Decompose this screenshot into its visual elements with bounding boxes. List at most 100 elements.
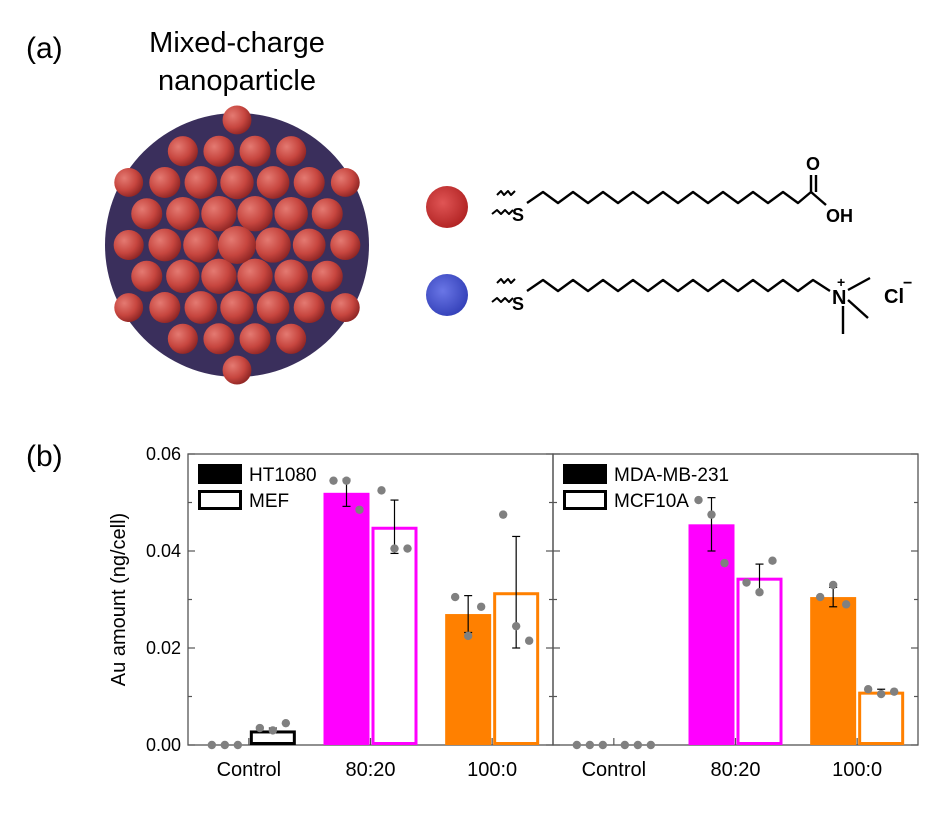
data-point-MEF: [377, 486, 386, 495]
anionic-ligand-sphere: [330, 229, 361, 261]
data-point-HT1080: [233, 740, 243, 750]
data-point-MDA-MB-231: [815, 592, 825, 602]
anionic-ligand-sphere: [239, 323, 271, 355]
anionic-ligand-sphere: [220, 165, 254, 200]
anionic-ligand-sphere: [183, 227, 219, 263]
data-point-HT1080: [450, 592, 460, 602]
y-tick-label: 0.06: [146, 444, 181, 464]
anionic-ligand-structure: [491, 175, 827, 215]
anionic-ligand-sphere: [222, 355, 252, 385]
bar-MCF10A: [858, 691, 905, 746]
anionic-ligand-sphere: [166, 259, 200, 293]
anionic-ligand-sphere: [113, 229, 144, 261]
data-point-MDA-MB-231: [720, 558, 729, 568]
data-point-MCF10A: [889, 687, 899, 696]
np-title-line2: nanoparticle: [158, 65, 316, 97]
legend-label-HT1080: HT1080: [249, 465, 317, 486]
anionic-ligand-sphere: [218, 226, 256, 264]
y-tick-label: 0.02: [146, 638, 181, 658]
bar-charts: 0.00 0.02 0.04 0.06 Au amount (ng/cell) Contr…: [108, 444, 919, 781]
y-tick-label: 0.00: [146, 735, 181, 755]
data-point-MCF10A: [646, 740, 656, 750]
data-point-HT1080: [220, 740, 230, 750]
ligand2-minus-charge: −: [903, 275, 912, 292]
panel-b-label: (b): [26, 440, 63, 473]
data-point-MCF10A: [620, 740, 630, 750]
anionic-ligand-sphere: [148, 228, 182, 262]
anionic-ligand-sphere: [330, 293, 360, 322]
anionic-ligand-sphere: [292, 228, 326, 262]
legend-swatch-HT1080: [198, 464, 242, 484]
data-point-MEF: [255, 723, 265, 733]
data-point-MEF: [390, 544, 399, 553]
x-tick-label: 100:0: [832, 759, 882, 781]
chart-right: Control 80:20 100:0 MDA-MB-231 MCF10A: [552, 453, 919, 781]
anionic-ligand-sphere: [274, 197, 308, 231]
anionic-ligand-sphere: [203, 323, 235, 355]
legend-label-MEF: MEF: [249, 491, 289, 512]
anionic-ligand-sphere: [311, 260, 343, 292]
y-tick-label: 0.04: [146, 541, 181, 561]
anionic-ligand-sphere: [114, 293, 144, 322]
anionic-ligand-sphere: [256, 291, 290, 324]
anionic-ligand-sphere: [330, 168, 360, 197]
data-point-HT1080: [476, 602, 486, 611]
anionic-ligand-sphere: [131, 260, 163, 292]
anionic-ligand-sphere: [255, 227, 291, 263]
data-point-HT1080: [207, 740, 217, 750]
anionic-ligand-sphere: [184, 166, 218, 199]
anionic-ligand-sphere: [203, 135, 235, 167]
anionic-ligand-ball: [426, 186, 468, 228]
legend-swatch-MEF: [198, 490, 242, 510]
data-point-MCF10A: [633, 740, 643, 750]
bar-MDA-MB-231: [688, 524, 735, 745]
anionic-ligand-sphere: [167, 136, 198, 167]
x-tick-label: Control: [582, 759, 646, 781]
data-point-MDA-MB-231: [598, 740, 608, 750]
data-point-MCF10A: [742, 578, 751, 587]
anionic-ligand-sphere: [149, 292, 181, 324]
data-point-MEF: [403, 544, 412, 553]
data-point-MEF: [511, 621, 521, 631]
data-point-MEF: [498, 510, 508, 519]
anionic-ligand-sphere: [114, 168, 144, 197]
data-point-MEF: [524, 636, 534, 645]
bar-MCF10A: [736, 577, 783, 745]
cationic-ligand-ball: [426, 274, 468, 316]
x-tick-label: Control: [217, 759, 281, 781]
data-point-HT1080: [463, 631, 473, 641]
x-tick-label: 80:20: [710, 759, 760, 781]
bar-HT1080: [323, 492, 370, 745]
ligand2-counter-ion: Cl: [884, 286, 904, 308]
data-point-MDA-MB-231: [694, 495, 703, 505]
y-axis-label: Au amount (ng/cell): [108, 513, 130, 686]
chart-left: 0.00 0.02 0.04 0.06 Au amount (ng/cell) Contr…: [108, 444, 554, 781]
legend-swatch-MCF10A: [563, 490, 607, 510]
data-point-MCF10A: [768, 556, 777, 565]
data-point-MCF10A: [863, 685, 873, 694]
anionic-ligand-sphere: [293, 292, 325, 324]
data-point-MEF: [268, 726, 278, 735]
anionic-ligand-sphere: [237, 196, 273, 232]
anionic-ligand-sphere: [256, 166, 290, 199]
legend-label-MDA-MB-231: MDA-MB-231: [614, 465, 729, 486]
ligand1-hydroxyl: OH: [826, 206, 853, 226]
anionic-ligand-sphere: [222, 105, 252, 135]
x-tick-label: 100:0: [467, 759, 517, 781]
bar-MEF: [371, 526, 418, 745]
legend-label-MCF10A: MCF10A: [614, 491, 689, 512]
anionic-ligand-sphere: [237, 258, 273, 294]
anionic-ligand-sphere: [220, 290, 254, 325]
np-title-line1: Mixed-charge: [149, 27, 325, 59]
ligand1-sulfur: S: [512, 205, 524, 225]
ligand2-sulfur: S: [512, 294, 524, 314]
x-tick-label: 80:20: [345, 759, 395, 781]
anionic-ligand-sphere: [167, 323, 198, 354]
legend-swatch-MDA-MB-231: [563, 464, 607, 484]
panel-a-label: (a): [26, 32, 63, 65]
data-point-MDA-MB-231: [572, 740, 582, 750]
data-point-MCF10A: [755, 588, 764, 597]
ligand2-plus-charge: +: [837, 274, 845, 290]
data-point-MDA-MB-231: [841, 600, 851, 609]
